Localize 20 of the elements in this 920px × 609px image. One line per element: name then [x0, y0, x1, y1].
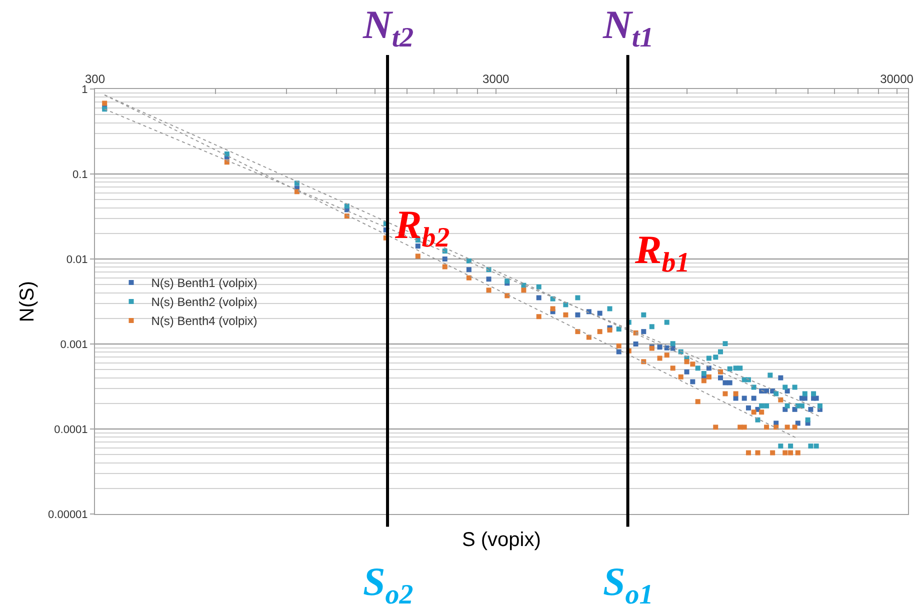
x-tick-label: 3000 — [482, 72, 510, 86]
y-tick-label: 0.1 — [72, 168, 88, 181]
y-tick-label: 0.001 — [60, 338, 88, 351]
text: S$_{o1}$ — [603, 559, 654, 609]
x-tick-label: 300 — [84, 72, 106, 86]
text: S$_{o2}$ — [363, 559, 414, 609]
y-tick-label: 0.0001 — [54, 424, 88, 436]
legend-label: N(s) Benth4 (volpix) — [151, 314, 258, 328]
y-tick-label: 0.00001 — [48, 508, 88, 521]
legend-label: N(s) Benth1 (volpix) — [151, 276, 258, 290]
x-tick-label: 30000 — [880, 72, 914, 86]
x-axis-title: S (vopix) — [462, 529, 541, 551]
legend-label: N(s) Benth2 (volpix) — [151, 295, 258, 310]
ref-line-label: N$_{t2}$ — [362, 2, 414, 54]
annotation: R$_{b2}$ — [394, 202, 450, 254]
y-axis-title: N(S) — [16, 280, 39, 322]
ref-line-label: N$_{t1}$ — [602, 2, 654, 54]
y-tick-label: 0.01 — [66, 254, 88, 266]
annotation: R$_{b1}$ — [634, 227, 690, 278]
y-tick-label: 1 — [82, 84, 88, 96]
